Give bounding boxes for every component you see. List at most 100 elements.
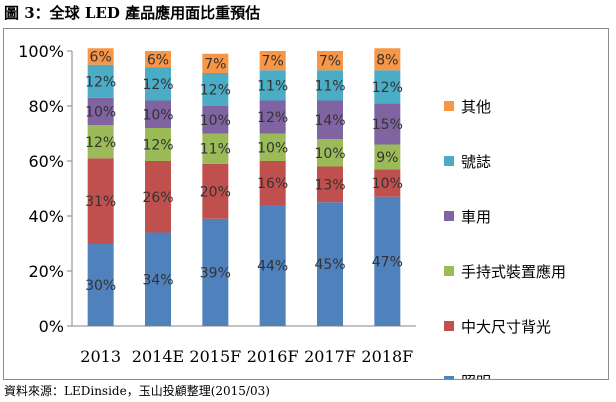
data-label: 13% bbox=[314, 177, 345, 193]
bar-segment bbox=[87, 125, 114, 159]
data-label: 44% bbox=[257, 259, 288, 275]
data-label: 11% bbox=[257, 78, 288, 94]
bar-segment bbox=[145, 128, 171, 161]
x-tick-label: 2018F bbox=[361, 347, 413, 366]
data-label: 7% bbox=[319, 54, 341, 70]
y-tick-label: 80% bbox=[28, 97, 64, 116]
x-tick-label: 2015F bbox=[189, 347, 241, 366]
bar-segment bbox=[145, 232, 171, 326]
data-label: 12% bbox=[142, 138, 173, 154]
bar-segment bbox=[145, 161, 171, 233]
bar-segment bbox=[145, 51, 171, 68]
figure-title: 圖 3：全球 LED 產品應用面比重預估 bbox=[4, 4, 261, 22]
legend-swatch bbox=[444, 321, 454, 331]
bar-segment bbox=[374, 70, 401, 104]
data-label: 10% bbox=[142, 107, 173, 123]
bar-segment bbox=[259, 100, 286, 134]
bar-segment bbox=[317, 202, 343, 326]
bar-segment bbox=[87, 158, 114, 244]
bar-segment bbox=[145, 100, 171, 128]
bar-segment bbox=[374, 144, 401, 170]
data-label: 10% bbox=[314, 146, 345, 162]
bar-segment bbox=[202, 106, 229, 134]
legend-swatch bbox=[444, 156, 454, 166]
legend-label: 手持式裝置應用 bbox=[461, 263, 566, 281]
data-label: 11% bbox=[200, 142, 231, 158]
bar-segment bbox=[374, 103, 401, 145]
bar-segment bbox=[317, 100, 343, 139]
bar-segment bbox=[87, 64, 114, 98]
data-label: 34% bbox=[142, 272, 173, 288]
data-label: 31% bbox=[85, 194, 116, 210]
legend-swatch bbox=[444, 266, 454, 276]
data-label: 20% bbox=[200, 184, 231, 200]
data-label: 12% bbox=[142, 77, 173, 93]
bar-segment bbox=[87, 48, 114, 65]
bar-segment bbox=[259, 70, 286, 101]
data-label: 8% bbox=[376, 52, 398, 68]
data-label: 10% bbox=[85, 105, 116, 121]
y-tick-label: 0% bbox=[39, 317, 64, 336]
data-label: 9% bbox=[376, 150, 398, 166]
data-label: 10% bbox=[257, 140, 288, 156]
data-label: 15% bbox=[372, 117, 403, 133]
legend-label: 號誌 bbox=[461, 153, 491, 171]
bar-segment bbox=[259, 51, 286, 71]
chart-frame: 0% 20% 40% 60% 80% 100% 2013 2014E 2015F 2016F 201… bbox=[3, 28, 609, 380]
data-label: 30% bbox=[85, 278, 116, 294]
bar-segment bbox=[259, 205, 286, 326]
data-label: 12% bbox=[257, 110, 288, 126]
legend-swatch bbox=[444, 101, 454, 111]
data-label: 6% bbox=[90, 50, 112, 66]
x-tick-label: 2016F bbox=[247, 347, 299, 366]
data-label: 12% bbox=[85, 135, 116, 151]
data-label: 45% bbox=[314, 257, 345, 273]
bar-segment bbox=[202, 73, 229, 106]
x-tick-label: 2014E bbox=[132, 347, 184, 366]
data-label: 11% bbox=[314, 78, 345, 94]
y-tick-label: 20% bbox=[28, 262, 64, 281]
data-label: 47% bbox=[372, 254, 403, 270]
bar-segment bbox=[87, 243, 114, 326]
x-tick-label: 2017F bbox=[304, 347, 356, 366]
y-tick-label: 100% bbox=[18, 42, 64, 61]
data-label: 39% bbox=[200, 265, 231, 281]
bar-segment bbox=[259, 133, 286, 161]
data-label: 12% bbox=[200, 83, 231, 99]
data-label: 16% bbox=[257, 176, 288, 192]
bar-segment bbox=[202, 218, 229, 326]
bar-segment bbox=[145, 67, 171, 101]
y-tick-label: 60% bbox=[28, 152, 64, 171]
stacked-bar-chart: 0% 20% 40% 60% 80% 100% 2013 2014E 2015F 2016F 201… bbox=[18, 42, 566, 379]
bar-segment bbox=[317, 70, 343, 101]
bar-segment bbox=[317, 139, 343, 167]
legend-label: 中大尺寸背光 bbox=[461, 318, 551, 336]
data-label: 10% bbox=[200, 113, 231, 129]
legend-swatch bbox=[444, 211, 454, 221]
data-label: 12% bbox=[85, 74, 116, 90]
data-label: 7% bbox=[262, 54, 284, 70]
bar-segment bbox=[202, 163, 229, 219]
legend-label: 車用 bbox=[461, 208, 491, 226]
x-tick-label: 2013 bbox=[80, 347, 121, 366]
data-label: 7% bbox=[204, 56, 226, 72]
bar-segment bbox=[374, 196, 401, 326]
bar-segment bbox=[87, 97, 114, 126]
bar-segment bbox=[374, 169, 401, 197]
bar-segment bbox=[374, 48, 401, 71]
figure-source: 資料來源：LEDinside，玉山投顧整理(2015/03) bbox=[4, 384, 270, 398]
data-label: 12% bbox=[372, 80, 403, 96]
bar-segment bbox=[202, 133, 229, 164]
bar-segment bbox=[202, 53, 229, 73]
legend-swatch bbox=[444, 376, 454, 379]
data-label: 26% bbox=[142, 190, 173, 206]
data-label: 10% bbox=[372, 176, 403, 192]
data-label: 14% bbox=[314, 113, 345, 129]
legend-label: 其他 bbox=[461, 98, 491, 116]
bar-segment bbox=[259, 161, 286, 205]
y-tick-label: 40% bbox=[28, 207, 64, 226]
legend-label: 照明 bbox=[461, 373, 491, 379]
bar-segment bbox=[317, 51, 343, 71]
bar-segment bbox=[317, 166, 343, 203]
data-label: 6% bbox=[147, 52, 169, 68]
